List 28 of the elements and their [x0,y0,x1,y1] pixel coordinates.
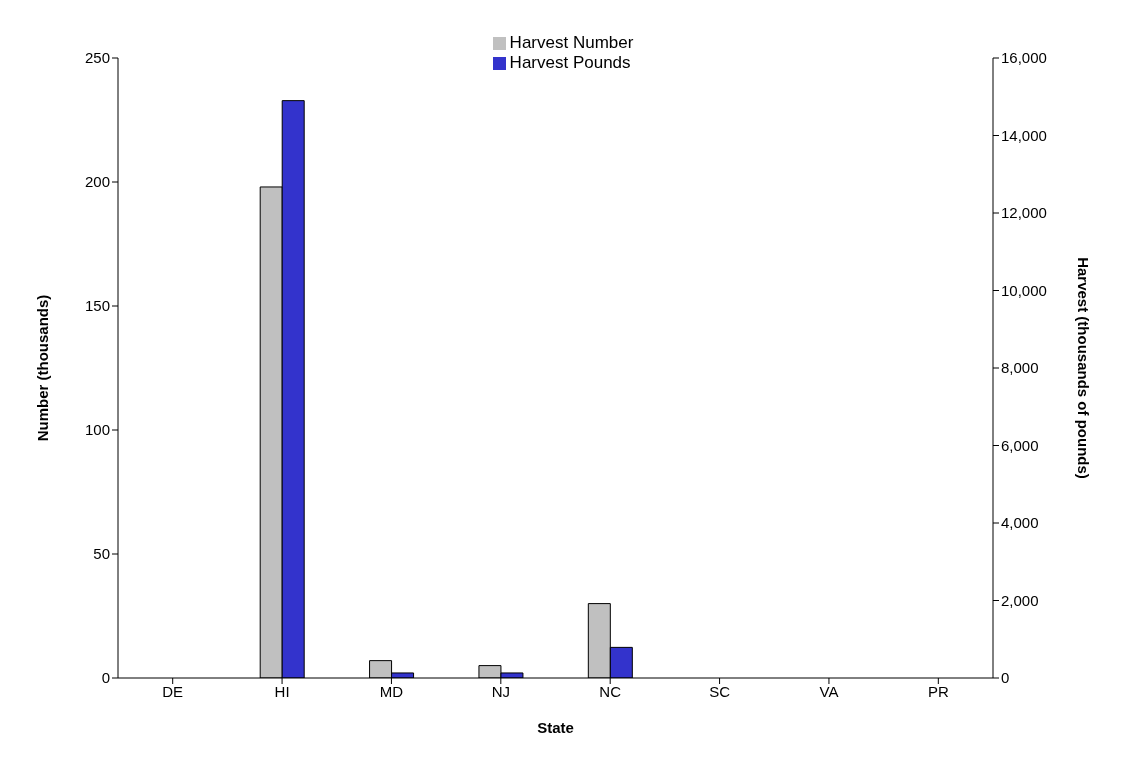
x-axis-title: State [537,719,574,736]
y2-tick-label: 4,000 [1001,514,1039,532]
y2-axis-title: Harvest (thousands of pounds) [1074,257,1092,479]
y-tick-label: 50 [93,545,110,563]
legend-label: Harvest Pounds [509,53,631,72]
x-tick-label: DE [162,682,184,700]
x-tick-label: HI [274,682,290,700]
y2-tick-label: 6,000 [1001,436,1039,454]
x-tick-label: NC [599,682,622,700]
x-tick-label: MD [379,682,404,700]
y2-tick-label: 14,000 [1001,126,1047,144]
y-tick-label: 200 [84,173,110,191]
x-tick-label: PR [927,682,949,700]
y2-tick-label: 2,000 [1001,591,1039,609]
y-tick-label: 150 [84,297,110,315]
x-tick-label: SC [709,682,731,700]
y-tick-label: 0 [101,669,110,687]
y-tick-label: 100 [84,421,110,439]
y2-tick-label: 10,000 [1001,281,1047,299]
y2-tick-label: 8,000 [1001,359,1039,377]
x-tick-label: VA [819,682,839,700]
legend-label: Harvest Number [509,33,634,52]
y2-tick-label: 12,000 [1001,204,1047,222]
y-axis-title: Number (thousands) [34,294,52,442]
x-tick-label: NJ [491,682,510,700]
y2-tick-label: 16,000 [1001,49,1047,67]
y2-tick-label: 0 [1001,669,1010,687]
y-tick-label: 250 [84,49,110,67]
